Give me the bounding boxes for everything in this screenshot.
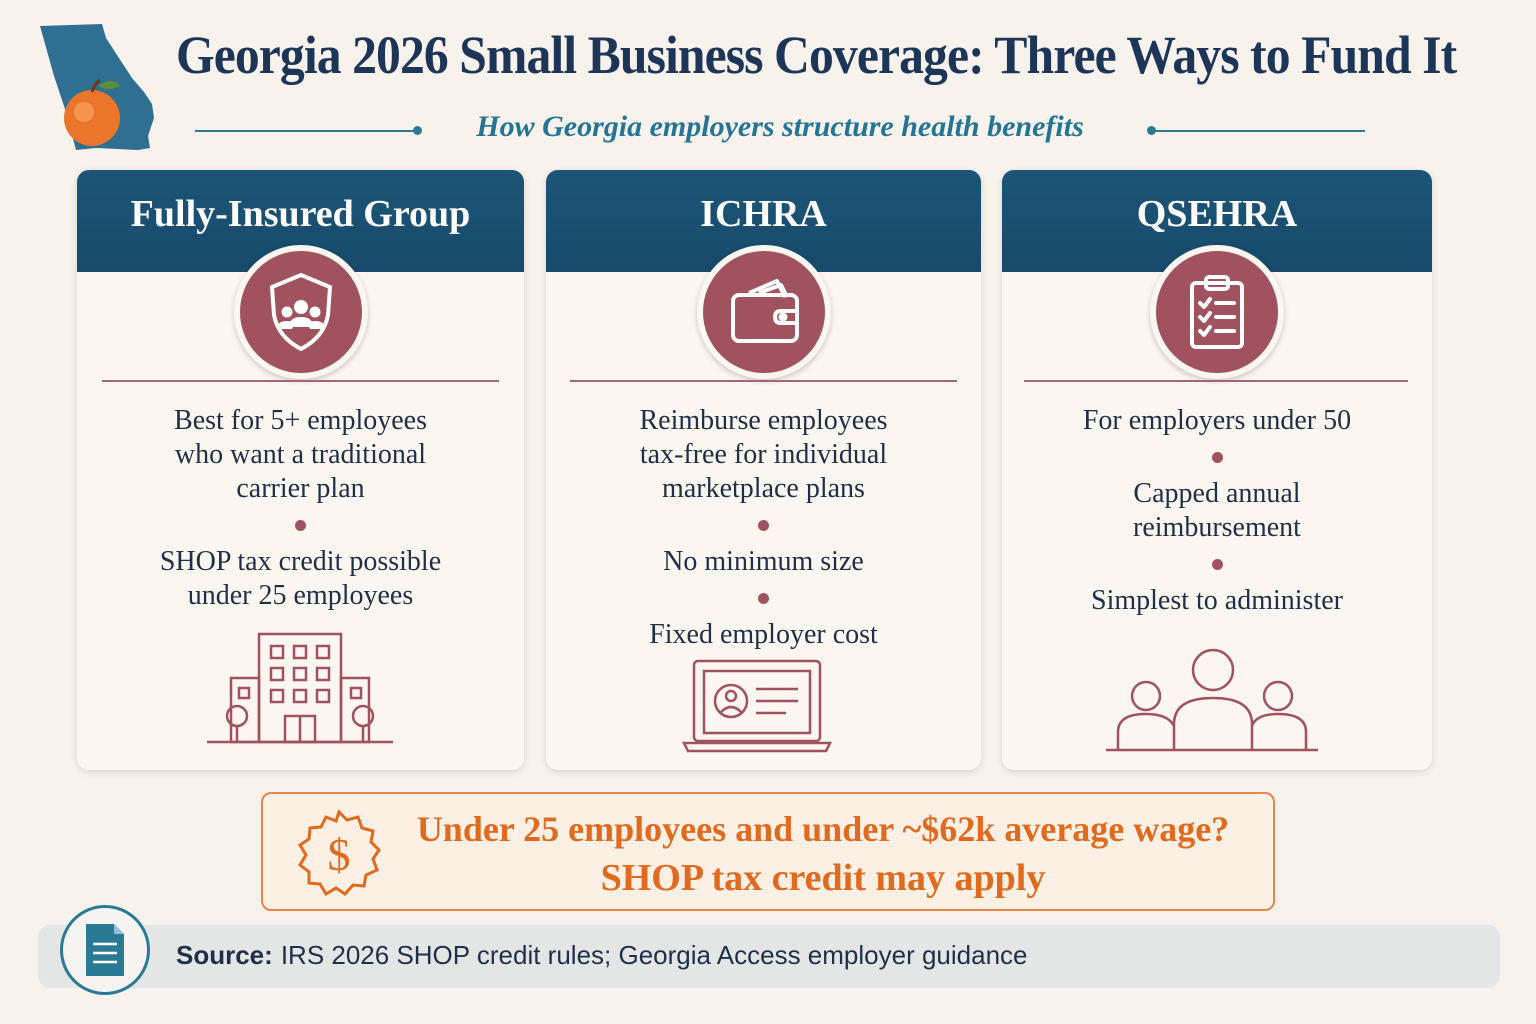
subtitle-row: How Georgia employers structure health b… — [195, 108, 1365, 152]
card-bullets: Best for 5+ employees who want a traditi… — [77, 404, 524, 613]
bullet-dot — [295, 520, 306, 531]
card-qsehra: QSEHRA For employers under 50 Capped ann… — [1002, 170, 1432, 770]
bullet-text: Best for 5+ employees — [174, 405, 427, 436]
bullet-dot — [1211, 452, 1223, 463]
source-citation: Source: IRS 2026 SHOP credit rules; Georg… — [176, 940, 1028, 971]
document-icon — [60, 905, 150, 995]
bullet-text: For employers under 50 — [1082, 405, 1352, 436]
bullet-text: who want a traditional — [174, 439, 427, 470]
svg-text:$: $ — [328, 829, 351, 880]
bullet-text: Simplest to administer — [1091, 585, 1343, 616]
subtitle-divider-left — [195, 130, 417, 132]
dollar-seal-icon: $ — [297, 809, 381, 897]
subtitle-dot-right — [1147, 126, 1156, 135]
card-fully-insured-group: Fully-Insured Group Best for 5+ employee… — [77, 170, 524, 770]
office-building-icon — [207, 632, 393, 744]
card-divider — [102, 380, 499, 382]
subtitle-dot-left — [413, 126, 422, 135]
bullet-text: reimbursement — [1133, 512, 1301, 543]
shield-group-icon — [233, 245, 368, 379]
clipboard-checklist-icon — [1150, 245, 1284, 379]
card-title: ICHRA — [546, 170, 981, 272]
people-group-icon — [1106, 648, 1318, 752]
bullet-text: Capped annual — [1133, 478, 1301, 509]
source-label: Source: — [176, 940, 273, 970]
bullet-text: Fixed employer cost — [649, 619, 878, 650]
source-text: IRS 2026 SHOP credit rules; Georgia Acce… — [280, 940, 1028, 970]
card-bullets: For employers under 50 Capped annual rei… — [1002, 404, 1432, 618]
page-title: Georgia 2026 Small Business Coverage: Th… — [176, 25, 1457, 85]
bullet-text: No minimum size — [663, 546, 864, 577]
bullet-text: tax-free for individual — [639, 439, 888, 470]
bullet-text: marketplace plans — [662, 473, 865, 504]
bullet-text: under 25 employees — [187, 580, 414, 611]
bullet-text: Reimburse employees — [639, 405, 888, 436]
bullet-dot — [758, 520, 769, 531]
source-bar — [38, 925, 1500, 988]
subtitle-divider-right — [1153, 130, 1365, 132]
bullet-dot — [758, 593, 769, 604]
card-ichra: ICHRA Reimburse employees tax-free for i… — [546, 170, 981, 770]
wallet-icon — [696, 245, 831, 379]
bullet-text: carrier plan — [236, 473, 365, 504]
bullet-text: SHOP tax credit possible — [159, 546, 442, 577]
card-divider — [1024, 380, 1408, 382]
callout-line-2: SHOP tax credit may apply — [600, 857, 1046, 899]
laptop-profile-icon — [681, 659, 833, 753]
bullet-dot — [1211, 559, 1223, 570]
page-subtitle: How Georgia employers structure health b… — [476, 110, 1084, 143]
shop-credit-callout: $ Under 25 employees and under ~$62k ave… — [261, 792, 1275, 911]
card-divider — [570, 380, 957, 382]
card-bullets: Reimburse employees tax-free for individ… — [546, 404, 981, 652]
callout-line-1: Under 25 employees and under ~$62k avera… — [416, 809, 1230, 849]
georgia-map-peach-icon — [40, 24, 154, 150]
